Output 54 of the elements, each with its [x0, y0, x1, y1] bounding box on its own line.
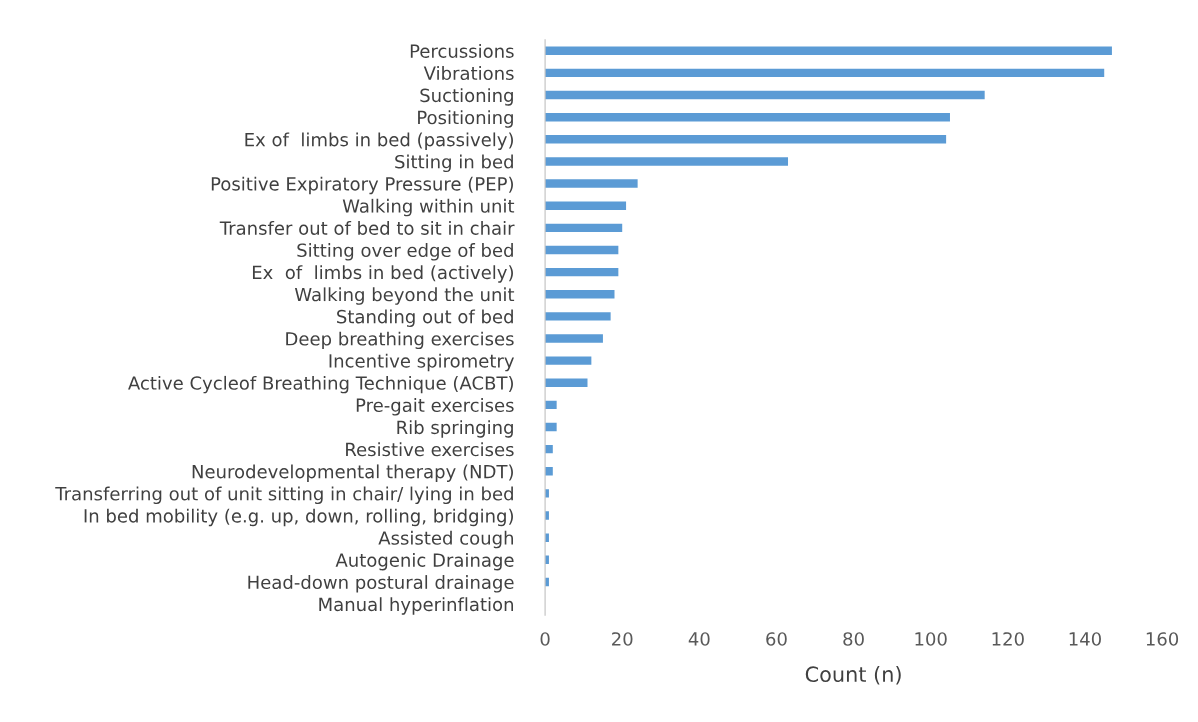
bar	[545, 422, 557, 432]
y-tick-label: Incentive spirometry	[329, 353, 514, 372]
bar	[545, 90, 985, 100]
x-axis-title: Count (n)	[805, 665, 901, 685]
bar	[545, 378, 588, 387]
y-tick-label: Walking within unit	[342, 198, 515, 217]
y-tick-label: Ex of limbs in bed (passively)	[245, 132, 513, 150]
x-tick-label: 60	[766, 632, 787, 646]
y-tick-label: Neurodevelopmental therapy (NDT)	[192, 464, 513, 482]
bar	[545, 68, 1105, 78]
bar	[545, 290, 615, 299]
y-tick-label: Sitting over edge of bed	[297, 243, 513, 261]
bar	[545, 46, 1112, 55]
bar	[545, 201, 627, 210]
y-tick-label: Suctioning	[420, 88, 513, 106]
bar	[545, 312, 611, 321]
bar	[545, 245, 619, 255]
y-tick-label: Positioning	[418, 110, 513, 128]
y-tick-label: Standing out of bed	[337, 309, 513, 327]
y-tick-label: Pre-gait exercises	[356, 398, 514, 416]
bar	[545, 267, 619, 277]
bar	[545, 157, 789, 166]
y-tick-label: Autogenic Drainage	[335, 552, 514, 571]
bar	[545, 135, 947, 144]
bar	[545, 334, 603, 343]
y-tick-label: Manual hyperinflation	[319, 597, 513, 615]
y-tick-label: Vibrations	[423, 66, 514, 81]
y-tick-label: Sitting in bed	[395, 154, 513, 173]
x-tick-label: 0	[540, 632, 550, 646]
y-tick-label: Ex of limbs in bed (actively)	[252, 265, 513, 283]
bar	[545, 223, 623, 233]
y-tick-label: Transfer out of bed to sit in chair	[219, 220, 515, 235]
y-tick-label: Percussions	[410, 43, 514, 58]
y-tick-label: Assisted cough	[378, 530, 513, 549]
x-tick-label: 160	[1146, 632, 1179, 646]
bar	[545, 112, 950, 122]
y-tick-label: Transferring out of unit sitting in chair/ lying in bed	[55, 486, 513, 505]
x-tick-label: 20	[612, 632, 633, 646]
y-tick-label: Positive Expiratory Pressure (PEP)	[211, 176, 513, 195]
y-tick-label: In bed mobility (e.g. up, down, rolling, bridging)	[84, 508, 513, 527]
bar	[545, 179, 638, 188]
x-tick-label: 100	[915, 632, 947, 646]
y-tick-label: Deep breathing exercises	[286, 331, 514, 350]
bar	[545, 356, 592, 365]
y-tick-label: Head-down postural drainage	[248, 575, 514, 593]
x-tick-label: 40	[688, 632, 710, 646]
y-tick-label: Rib springing	[397, 420, 513, 438]
bar	[545, 400, 557, 410]
x-tick-label: 140	[1069, 632, 1101, 646]
y-tick-label: Walking beyond the unit	[294, 287, 515, 305]
y-tick-label: Resistive exercises	[346, 442, 514, 457]
x-tick-label: 80	[843, 632, 864, 646]
y-tick-label: Active Cycleof Breathing Technique (ACBT)	[128, 375, 513, 394]
x-tick-label: 120	[992, 632, 1024, 646]
